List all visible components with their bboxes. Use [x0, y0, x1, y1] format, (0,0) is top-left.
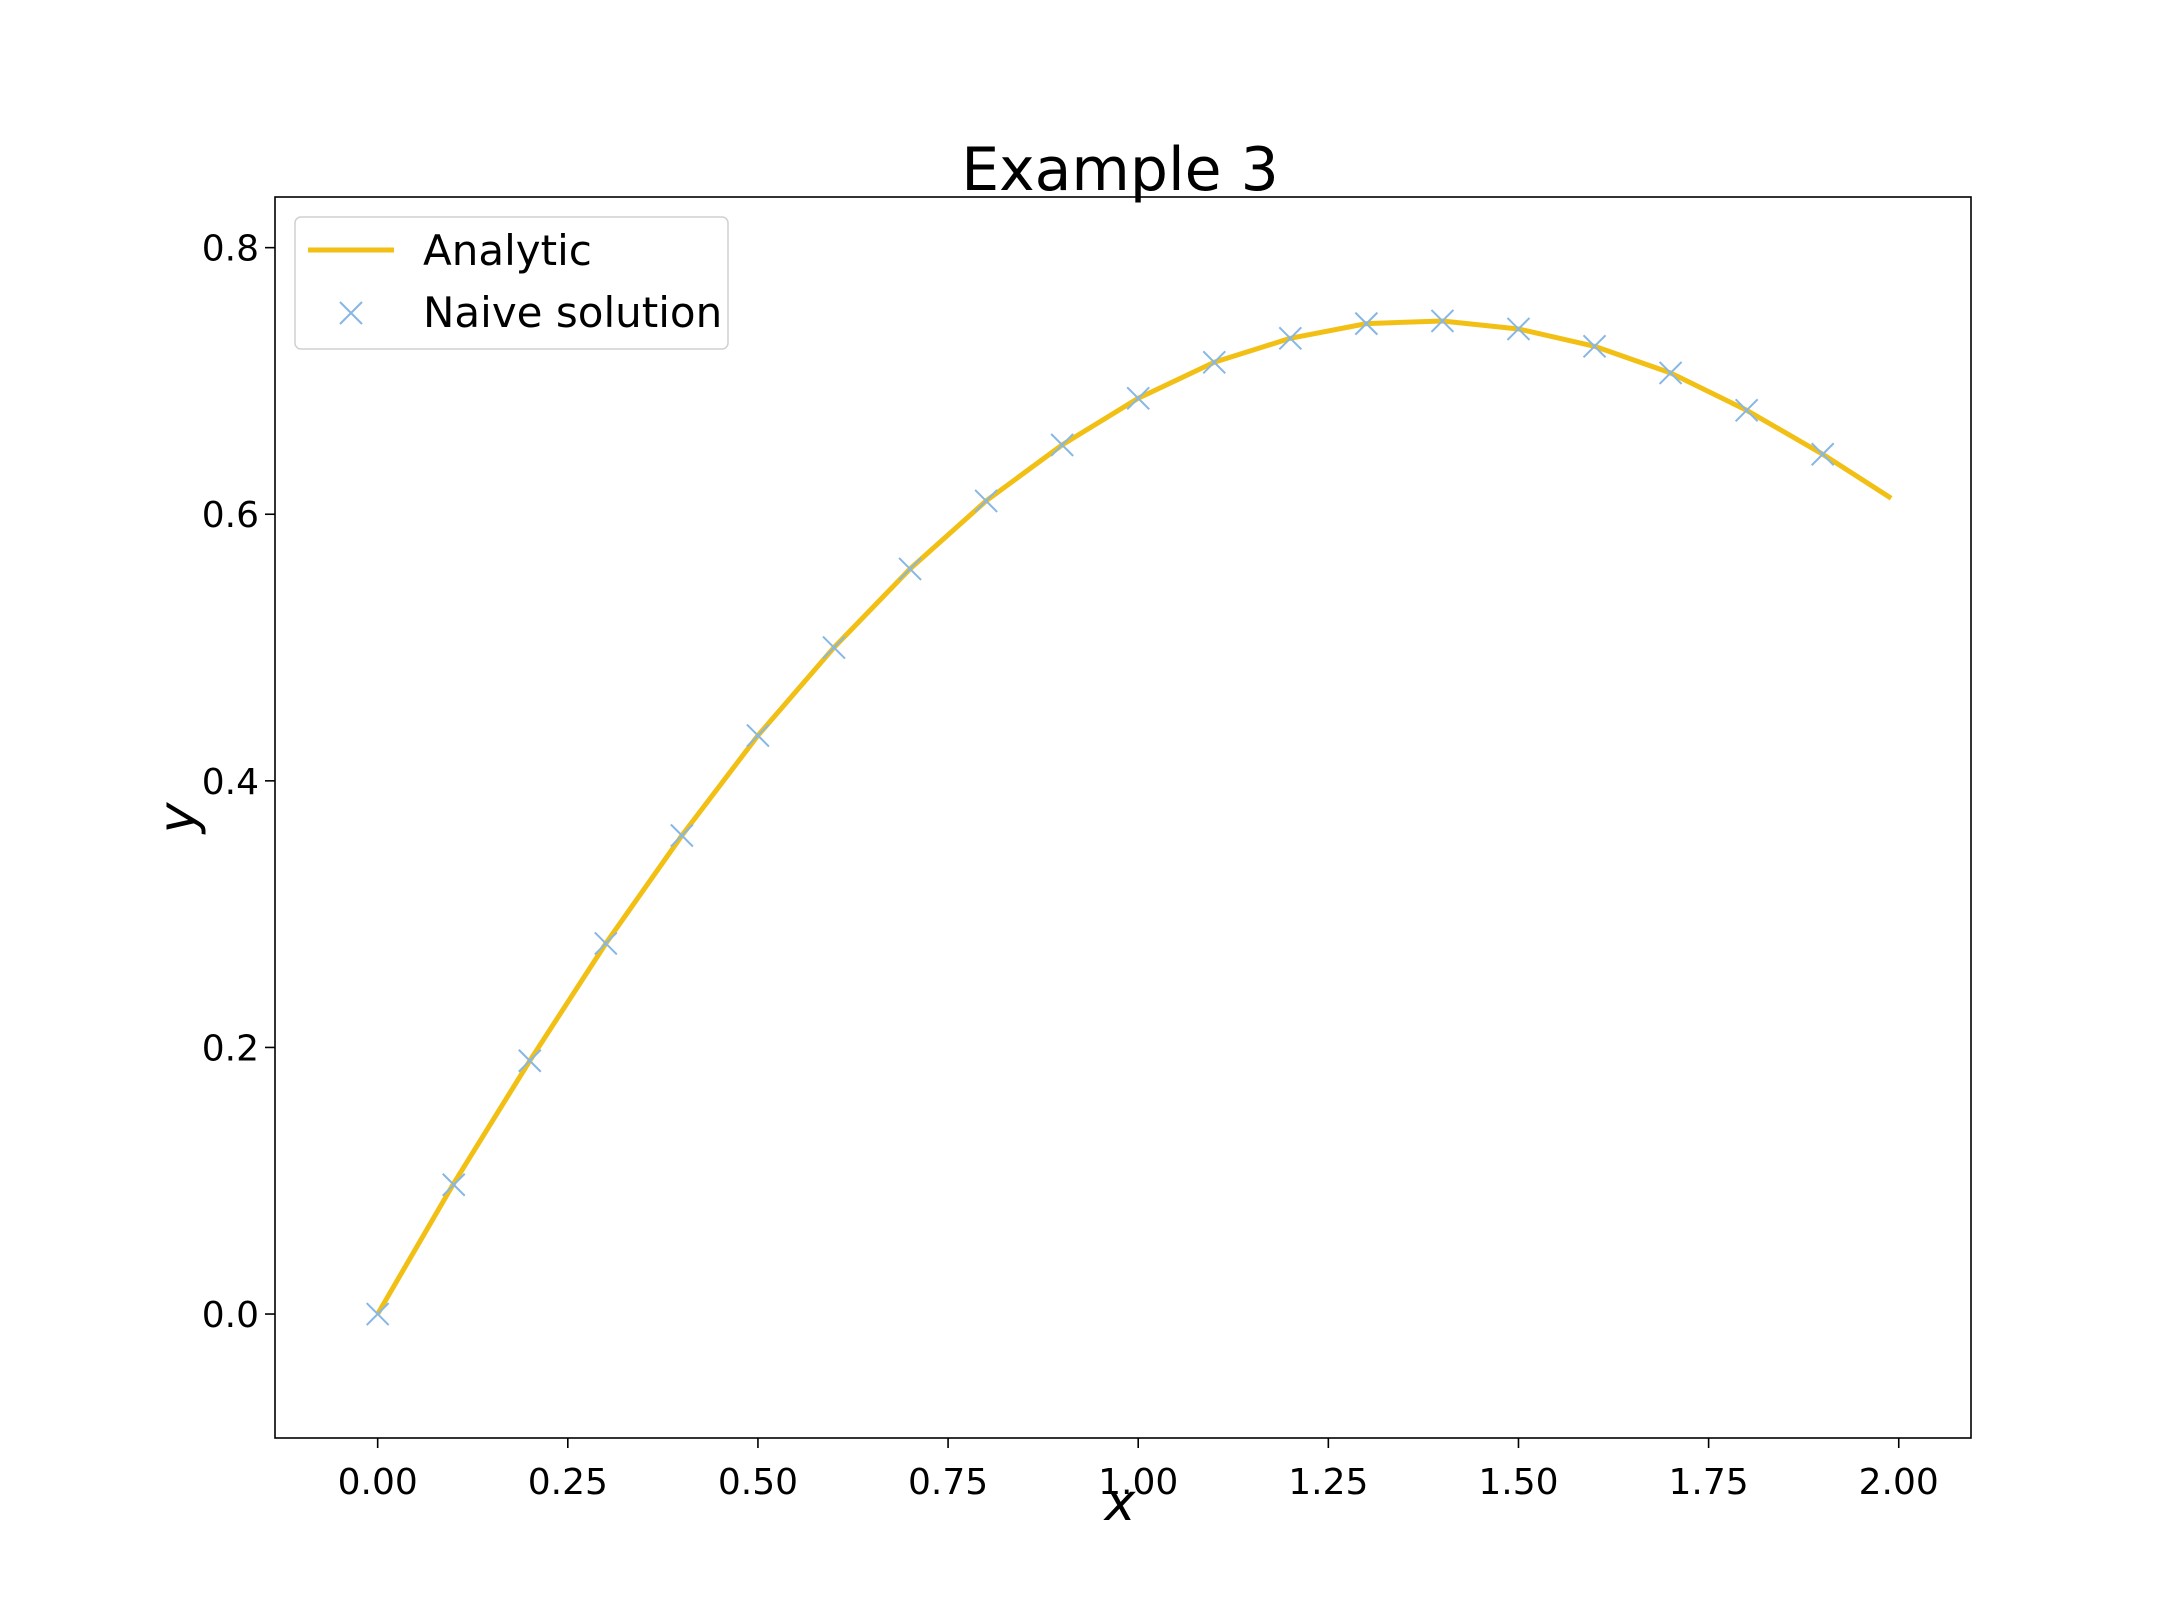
- x-axis-ticks: 0.00 0.25 0.50 0.75 1.00 1.25 1.50 1.75 2.00: [338, 1438, 1939, 1503]
- y-axis-label: y: [148, 801, 208, 835]
- y-tick-label: 0.8: [202, 229, 259, 270]
- naive-solution-point: [1430, 309, 1455, 333]
- series-layer: [365, 309, 1893, 1326]
- x-tick-label: 1.50: [1478, 1462, 1558, 1503]
- naive-solution-point: [1354, 311, 1379, 336]
- naive-solution-point: [1582, 334, 1607, 359]
- legend-naive-label: Naive solution: [423, 288, 722, 337]
- y-axis-ticks: 0.0 0.2 0.4 0.6 0.8: [202, 229, 275, 1336]
- naive-solution-point: [1278, 326, 1303, 351]
- legend-analytic-label: Analytic: [423, 226, 592, 275]
- x-tick-label: 0.50: [718, 1462, 798, 1503]
- naive-solution-point: [670, 823, 694, 848]
- naive-solution-point: [822, 635, 846, 660]
- x-tick-label: 1.00: [1098, 1462, 1178, 1503]
- plot-area: [274, 196, 1972, 1439]
- y-tick-label: 0.6: [202, 495, 259, 536]
- naive-solution-point: [974, 489, 998, 513]
- naive-solution-point: [518, 1049, 542, 1073]
- naive-solution-point: [594, 931, 618, 956]
- x-tick-label: 1.75: [1669, 1462, 1749, 1503]
- naive-solution-point: [1050, 433, 1074, 457]
- x-tick-label: 0.00: [338, 1462, 418, 1503]
- y-tick-label: 0.4: [202, 762, 259, 803]
- x-tick-label: 2.00: [1859, 1462, 1939, 1503]
- x-tick-label: 0.75: [908, 1462, 988, 1503]
- naive-solution-point: [1506, 317, 1531, 341]
- naive-solution-point: [1810, 442, 1835, 466]
- x-tick-label: 1.25: [1288, 1462, 1368, 1503]
- naive-solution-point: [898, 557, 922, 581]
- y-tick-label: 0.0: [202, 1295, 259, 1336]
- naive-solution-point: [1126, 386, 1150, 410]
- naive-solution-point: [365, 1302, 390, 1326]
- legend-box: [294, 216, 729, 350]
- naive-solution-point: [442, 1173, 466, 1197]
- naive-solution-point: [1734, 398, 1759, 422]
- naive-solution-point: [1202, 350, 1226, 374]
- legend-naive-swatch: [339, 301, 363, 325]
- x-tick-label: 0.25: [528, 1462, 608, 1503]
- x-axis-label: x: [1103, 1473, 1137, 1533]
- naive-solution-point: [746, 723, 770, 748]
- legend: Analytic Naive solution: [294, 216, 729, 350]
- naive-solution-point: [1658, 361, 1683, 385]
- y-tick-label: 0.2: [202, 1028, 259, 1069]
- chart-title: Example 3: [961, 135, 1279, 205]
